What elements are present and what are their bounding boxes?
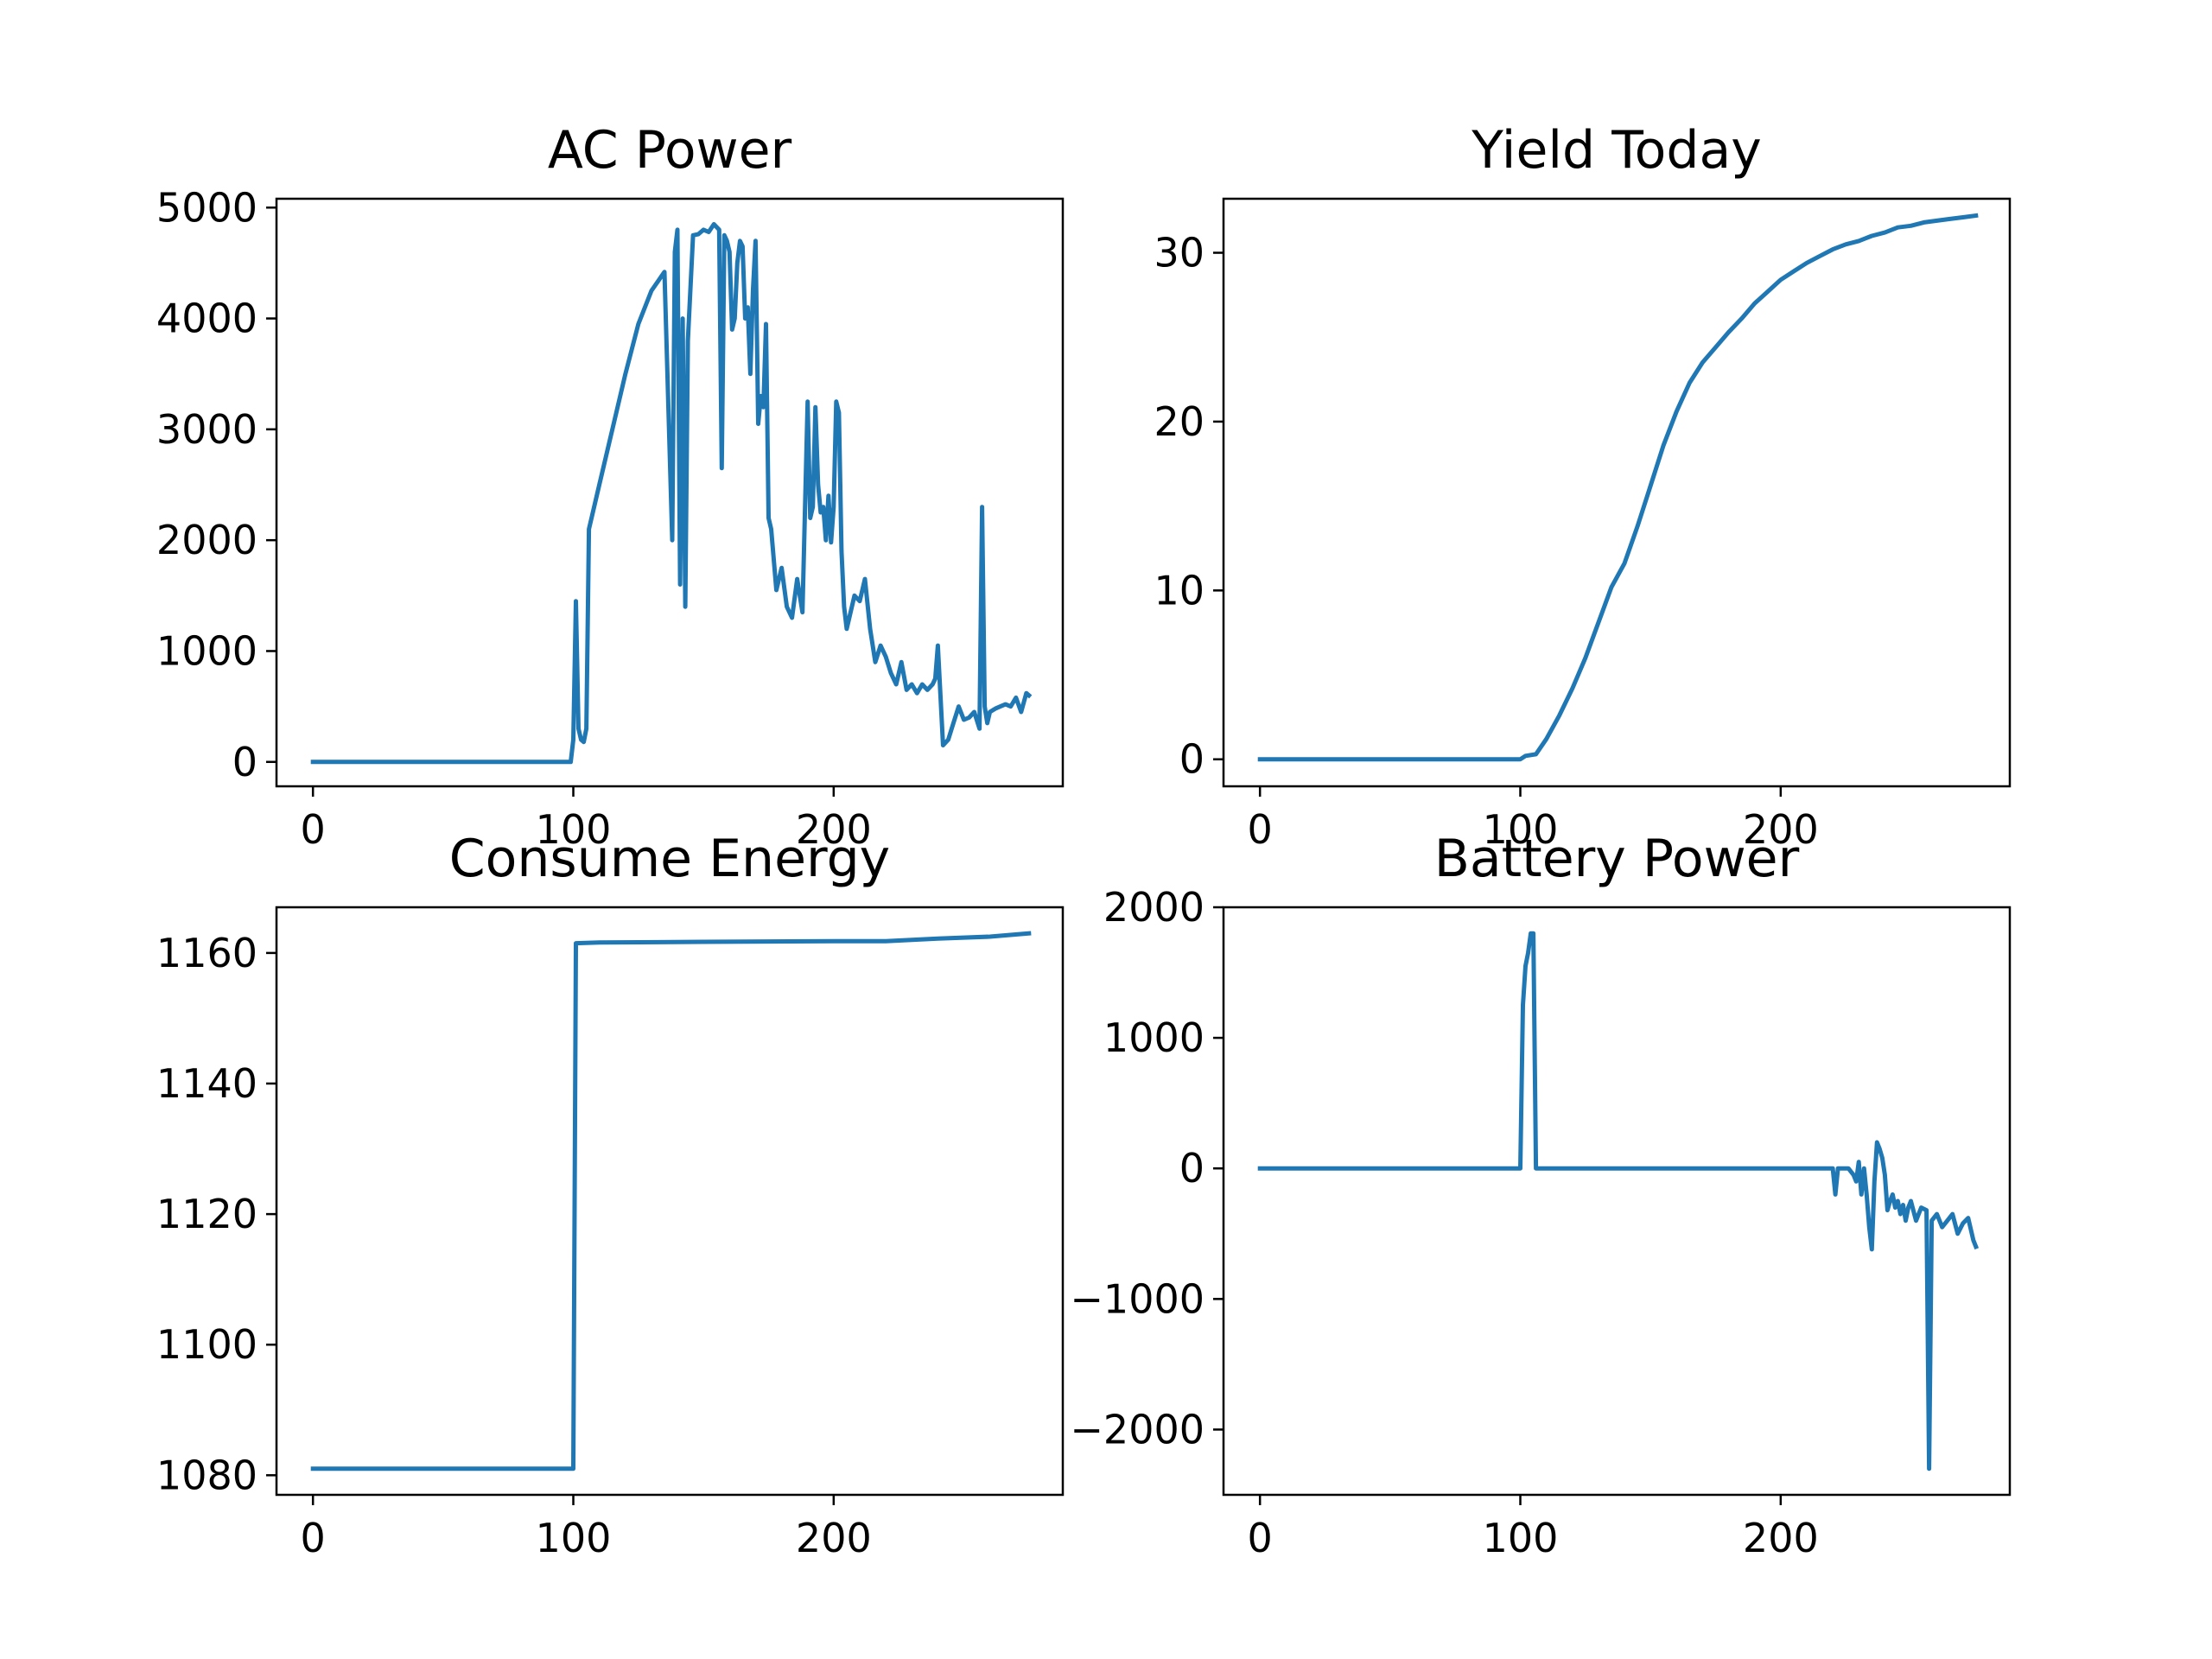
yield-today-x-tick-label: 100 xyxy=(1483,806,1559,853)
battery-power-axes-frame xyxy=(1222,906,2012,1497)
consume-energy-y-tick-label: 1100 xyxy=(156,1321,257,1368)
yield-today-y-tick-label: 0 xyxy=(1179,736,1205,783)
yield-today-y-tick-label: 30 xyxy=(1154,230,1205,276)
yield-today-x-tick-label: 0 xyxy=(1248,806,1273,853)
yield-today-y-tick-label: 10 xyxy=(1154,567,1205,613)
yield-today-series-line xyxy=(1257,213,1979,762)
consume-energy-series-line xyxy=(310,931,1032,1471)
consume-energy-x-tick-label: 200 xyxy=(796,1515,872,1561)
battery-power-y-tick-label: 1000 xyxy=(1103,1014,1205,1061)
ac-power-axes-frame xyxy=(275,197,1065,788)
battery-power-y-tick-label: −1000 xyxy=(1070,1275,1205,1322)
yield-today-axes-frame xyxy=(1222,197,2012,788)
yield-today-panel: Yield Today 0 100 200 0 10 20 30 xyxy=(1154,120,2012,853)
consume-energy-x-tick-label: 0 xyxy=(301,1515,326,1561)
battery-power-panel: Battery Power 0 100 200 −2000 −1000 0 1000 2000 xyxy=(1070,829,2012,1561)
ac-power-x-tick-label: 200 xyxy=(796,806,872,853)
ac-power-y-tick-label: 1000 xyxy=(156,627,257,674)
consume-energy-y-tick-label: 1120 xyxy=(156,1191,257,1237)
battery-power-x-tick-label: 100 xyxy=(1483,1515,1559,1561)
battery-power-y-tick-label: −2000 xyxy=(1070,1406,1205,1452)
ac-power-y-tick-label: 2000 xyxy=(156,517,257,563)
consume-energy-y-tick-label: 1080 xyxy=(156,1452,257,1498)
battery-power-x-tick-label: 0 xyxy=(1248,1515,1273,1561)
consume-energy-y-tick-label: 1160 xyxy=(156,930,257,976)
battery-power-y-tick-label: 0 xyxy=(1179,1145,1205,1192)
yield-today-y-tick-label: 20 xyxy=(1154,398,1205,445)
consume-energy-y-tick-label: 1140 xyxy=(156,1060,257,1107)
ac-power-y-tick-label: 3000 xyxy=(156,406,257,453)
consume-energy-x-tick-label: 100 xyxy=(536,1515,612,1561)
battery-power-y-tick-label: 2000 xyxy=(1103,884,1205,931)
ac-power-title: AC Power xyxy=(548,120,792,181)
ac-power-y-tick-label: 5000 xyxy=(156,184,257,231)
battery-power-title: Battery Power xyxy=(1434,829,1800,889)
battery-power-x-tick-label: 200 xyxy=(1743,1515,1819,1561)
ac-power-y-tick-label: 0 xyxy=(232,739,257,785)
ac-power-x-tick-label: 0 xyxy=(301,806,326,853)
ac-power-series-line xyxy=(310,222,1033,765)
consume-energy-title: Consume Energy xyxy=(449,829,890,889)
battery-power-series-line xyxy=(1257,931,1980,1471)
yield-today-x-tick-label: 200 xyxy=(1743,806,1819,853)
consume-energy-panel: Consume Energy 0 100 200 1080 1100 1120 1140 11… xyxy=(156,829,1065,1561)
yield-today-title: Yield Today xyxy=(1471,120,1761,181)
ac-power-x-tick-label: 100 xyxy=(536,806,612,853)
ac-power-y-tick-label: 4000 xyxy=(156,296,257,342)
consume-energy-axes-frame xyxy=(275,906,1065,1497)
